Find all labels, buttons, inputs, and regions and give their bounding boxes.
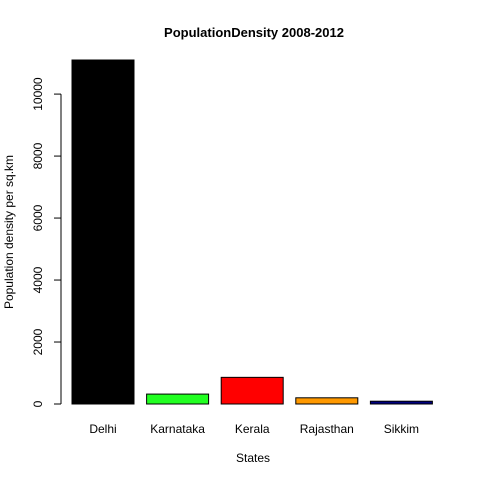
y-tick-label: 10000 bbox=[31, 77, 45, 111]
bar-sikkim bbox=[369, 400, 433, 405]
bar-delhi bbox=[71, 59, 135, 405]
category-labels: Delhi Karnataka Kerala Rajasthan Sikkim bbox=[89, 422, 419, 436]
x-category-label: Karnataka bbox=[150, 422, 205, 436]
x-category-label: Kerala bbox=[235, 422, 270, 436]
bar-karnataka bbox=[146, 393, 210, 405]
x-category-label: Sikkim bbox=[384, 422, 419, 436]
bar-rajasthan bbox=[295, 397, 359, 405]
y-tick-label: 8000 bbox=[31, 142, 45, 169]
y-tick-label: 0 bbox=[31, 400, 45, 407]
chart-title: PopulationDensity 2008-2012 bbox=[164, 25, 344, 40]
y-axis-label: Population density per sq.km bbox=[2, 155, 16, 309]
x-category-label: Rajasthan bbox=[300, 422, 354, 436]
bar-kerala bbox=[220, 376, 284, 405]
bars-group bbox=[71, 59, 433, 405]
y-tick-label: 2000 bbox=[31, 328, 45, 355]
y-tick-label: 6000 bbox=[31, 204, 45, 231]
y-tick-label: 4000 bbox=[31, 266, 45, 293]
y-axis: 0 2000 4000 6000 8000 10000 bbox=[31, 77, 62, 407]
x-axis-label: States bbox=[236, 451, 270, 465]
x-category-label: Delhi bbox=[89, 422, 116, 436]
